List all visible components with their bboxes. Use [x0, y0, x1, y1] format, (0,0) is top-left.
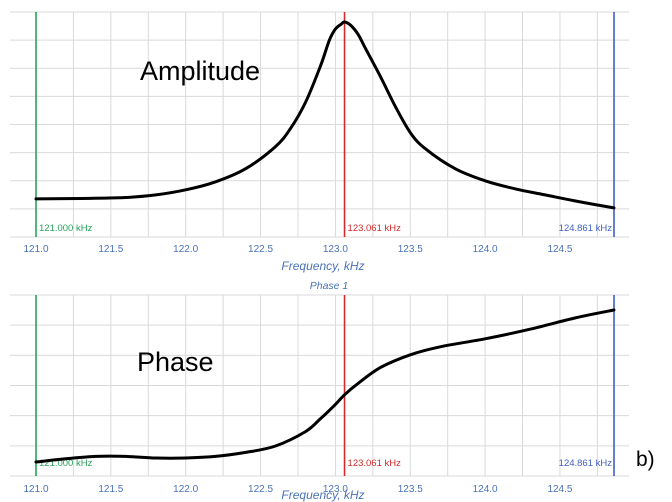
amplitude-x-axis-title: Frequency, kHz — [281, 259, 364, 273]
phase-chart-title: Phase 1 — [310, 280, 349, 292]
x-tick-label: 123.5 — [398, 484, 423, 495]
x-tick-label: 123.0 — [323, 244, 348, 255]
frequency-marker-label: 124.861 kHz — [559, 223, 613, 234]
phase-label: Phase — [137, 347, 214, 377]
x-tick-label: 121.5 — [98, 484, 123, 495]
x-tick-label: 123.5 — [398, 244, 423, 255]
phase-markers: 121.000 kHz 123.061 kHz 124.861 kHz — [35, 295, 615, 476]
x-tick-label: 122.5 — [248, 484, 273, 495]
frequency-marker-label: 124.861 kHz — [559, 458, 613, 469]
frequency-marker-label: 123.061 kHz — [348, 458, 402, 469]
x-tick-label: 124.0 — [473, 484, 498, 495]
phase-panel: 121.000 kHz 123.061 kHz 124.861 kHz 121.0 1… — [10, 294, 629, 502]
amplitude-grid — [10, 11, 629, 238]
amplitude-markers: 121.000 kHz 123.061 kHz 124.861 kHz — [35, 12, 615, 237]
phase-x-axis-title: Frequency, kHz — [281, 488, 364, 502]
frequency-marker-label: 121.000 kHz — [39, 458, 93, 469]
x-tick-label: 122.0 — [173, 244, 198, 255]
amplitude-curve — [34, 20, 616, 210]
phase-x-ticks: 121.0 121.5 122.0 122.5 123.0 123.5 124.0 124.5 — [23, 484, 572, 495]
amplitude-label: Amplitude — [140, 56, 260, 86]
x-tick-label: 124.0 — [473, 244, 498, 255]
figure-label: b) — [636, 448, 655, 471]
amplitude-x-ticks: 121.0 121.5 122.0 122.5 123.0 123.5 124.0 124.5 — [23, 244, 572, 255]
amplitude-panel: 121.000 kHz 123.061 kHz 124.861 kHz 121.0 1… — [10, 11, 629, 273]
x-tick-label: 121.5 — [98, 244, 123, 255]
phase-grid — [10, 294, 629, 477]
x-tick-label: 121.0 — [23, 484, 48, 495]
x-tick-label: 121.0 — [23, 244, 48, 255]
x-tick-label: 122.0 — [173, 484, 198, 495]
x-tick-label: 124.5 — [547, 484, 572, 495]
x-tick-label: 122.5 — [248, 244, 273, 255]
frequency-marker-label: 123.061 kHz — [348, 223, 402, 234]
x-tick-label: 123.0 — [323, 484, 348, 495]
frequency-marker-label: 121.000 kHz — [39, 223, 93, 234]
phase-curve — [34, 308, 616, 464]
x-tick-label: 124.5 — [547, 244, 572, 255]
